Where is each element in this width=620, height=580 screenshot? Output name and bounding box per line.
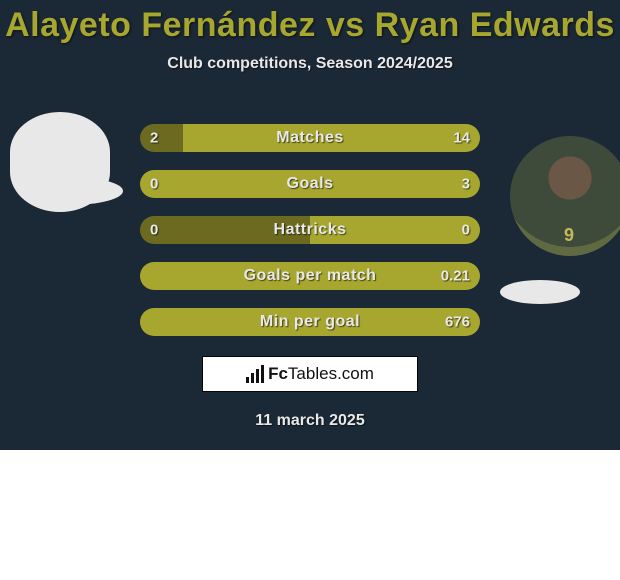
root: Alayeto Fernández vs Ryan Edwards Club c… bbox=[0, 0, 620, 580]
stat-right-value: 676 bbox=[445, 314, 470, 331]
stat-bars: 2 Matches 14 0 Goals 3 0 Hattricks 0 Goals per ma… bbox=[140, 124, 480, 354]
stat-label: Hattricks bbox=[274, 221, 347, 239]
player2-avatar bbox=[510, 136, 620, 256]
stat-left-value: 0 bbox=[150, 222, 158, 239]
stat-left-value: 0 bbox=[150, 176, 158, 193]
stat-bar: 0 Goals 3 bbox=[140, 170, 480, 198]
stat-bar: Goals per match 0.21 bbox=[140, 262, 480, 290]
stat-label: Min per goal bbox=[260, 313, 360, 331]
player2-team-badge bbox=[500, 280, 580, 304]
stat-bar: 0 Hattricks 0 bbox=[140, 216, 480, 244]
player1-team-badge bbox=[18, 177, 123, 205]
logo-text: FcTables.com bbox=[268, 364, 374, 384]
footer-blank bbox=[0, 450, 620, 580]
bar-chart-icon bbox=[246, 365, 264, 383]
stat-right-value: 0 bbox=[462, 222, 470, 239]
comparison-panel: Alayeto Fernández vs Ryan Edwards Club c… bbox=[0, 0, 620, 450]
page-title: Alayeto Fernández vs Ryan Edwards bbox=[0, 0, 620, 45]
stat-bar: Min per goal 676 bbox=[140, 308, 480, 336]
subtitle: Club competitions, Season 2024/2025 bbox=[0, 55, 620, 73]
stat-label: Matches bbox=[276, 129, 344, 147]
fctables-logo: FcTables.com bbox=[202, 356, 418, 392]
stat-right-value: 0.21 bbox=[441, 268, 470, 285]
stat-left-value: 2 bbox=[150, 130, 158, 147]
stat-label: Goals bbox=[287, 175, 334, 193]
stat-bar: 2 Matches 14 bbox=[140, 124, 480, 152]
stat-label: Goals per match bbox=[244, 267, 377, 285]
stat-right-value: 3 bbox=[462, 176, 470, 193]
stat-right-value: 14 bbox=[453, 130, 470, 147]
date-label: 11 march 2025 bbox=[255, 412, 364, 430]
